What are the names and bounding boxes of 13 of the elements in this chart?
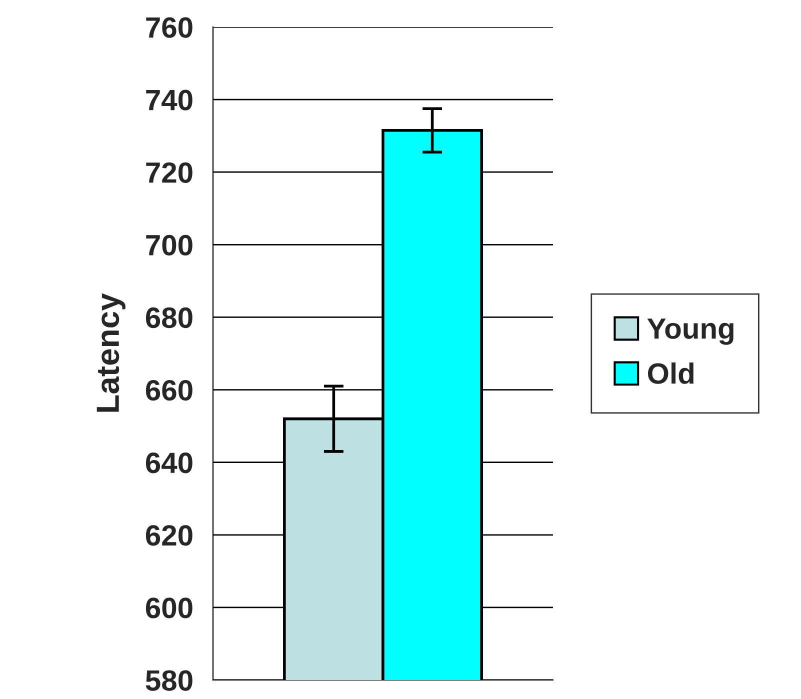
y-tick-label: 760 xyxy=(146,17,192,38)
y-tick-label: 580 xyxy=(146,670,192,691)
y-tick-label: 600 xyxy=(146,598,192,618)
y-tick-label: 640 xyxy=(146,452,192,474)
legend-label: Old xyxy=(648,362,694,384)
legend-label: Young xyxy=(647,318,734,345)
y-tick-label: 680 xyxy=(146,307,192,328)
y-tick-label: 720 xyxy=(146,162,192,183)
y-tick-label: 700 xyxy=(146,234,192,256)
y-tick-label: 660 xyxy=(146,380,192,401)
y-axis-title: Latency xyxy=(96,293,126,412)
y-tick-label: 740 xyxy=(146,90,192,110)
y-tick-label: 620 xyxy=(146,525,192,546)
